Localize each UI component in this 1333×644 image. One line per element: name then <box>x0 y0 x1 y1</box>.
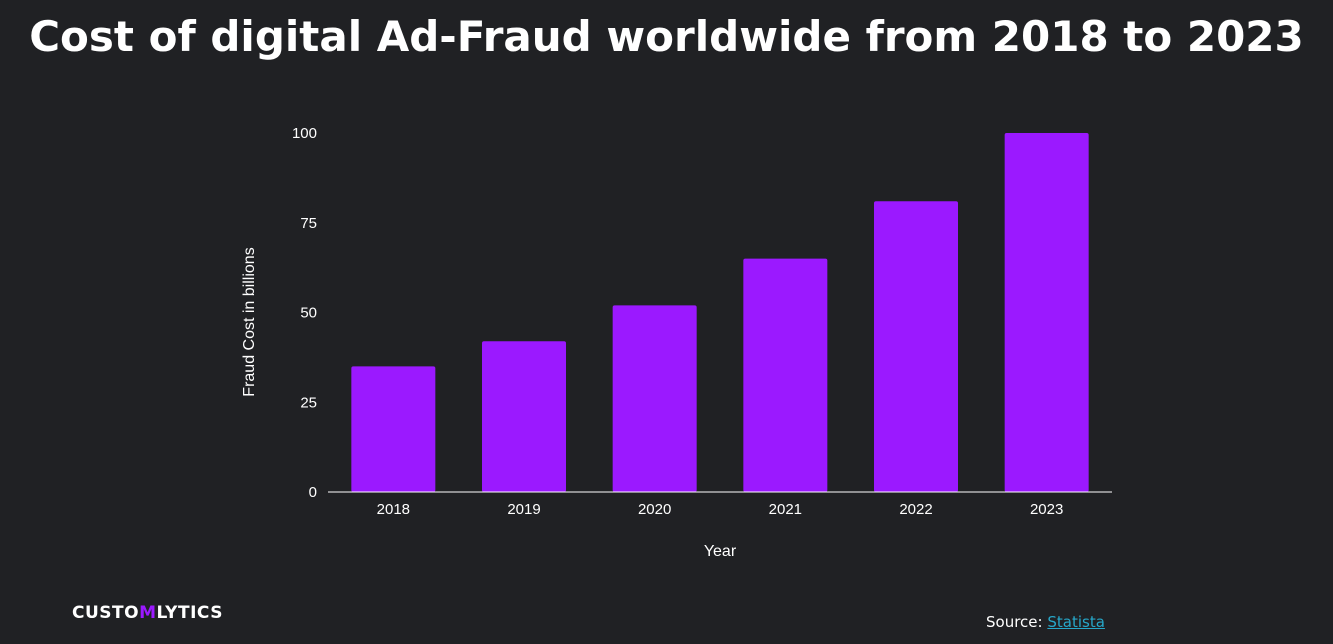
x-tick-label: 2019 <box>507 501 540 518</box>
x-tick-label: 2023 <box>1030 501 1063 518</box>
bar-2018 <box>351 366 436 492</box>
brand-logo-accent: M <box>139 603 157 623</box>
x-tick-label: 2021 <box>769 501 802 518</box>
y-axis-ticks: 0 25 50 75 100 <box>292 125 317 501</box>
bar-2019 <box>482 341 566 492</box>
source-credit: Source: Statista <box>986 613 1105 631</box>
brand-logo-part2: LYTICS <box>156 603 223 623</box>
bar-2020 <box>612 305 697 492</box>
bar-2022 <box>874 201 958 492</box>
y-tick-label: 75 <box>300 215 317 232</box>
source-link[interactable]: Statista <box>1047 613 1105 631</box>
y-tick-label: 0 <box>309 484 317 501</box>
x-tick-label: 2018 <box>377 501 410 518</box>
brand-logo-part1: CUSTO <box>72 603 140 623</box>
y-tick-label: 25 <box>300 394 317 411</box>
bars <box>351 133 1089 492</box>
source-label: Source: <box>986 613 1043 631</box>
y-tick-label: 100 <box>292 125 317 142</box>
x-tick-label: 2020 <box>638 501 671 518</box>
page-title: Cost of digital Ad-Fraud worldwide from … <box>29 12 1304 61</box>
bar-2021 <box>743 258 828 492</box>
x-axis-label: Year <box>704 543 737 560</box>
y-axis-label: Fraud Cost in billions <box>241 247 258 396</box>
x-axis-ticks: 2018 2019 2020 2021 2022 2023 <box>377 501 1064 518</box>
x-tick-label: 2022 <box>899 501 932 518</box>
brand-logo: CUSTOMLYTICS <box>72 603 223 623</box>
bar-2023 <box>1004 133 1089 492</box>
y-tick-label: 50 <box>300 305 317 322</box>
